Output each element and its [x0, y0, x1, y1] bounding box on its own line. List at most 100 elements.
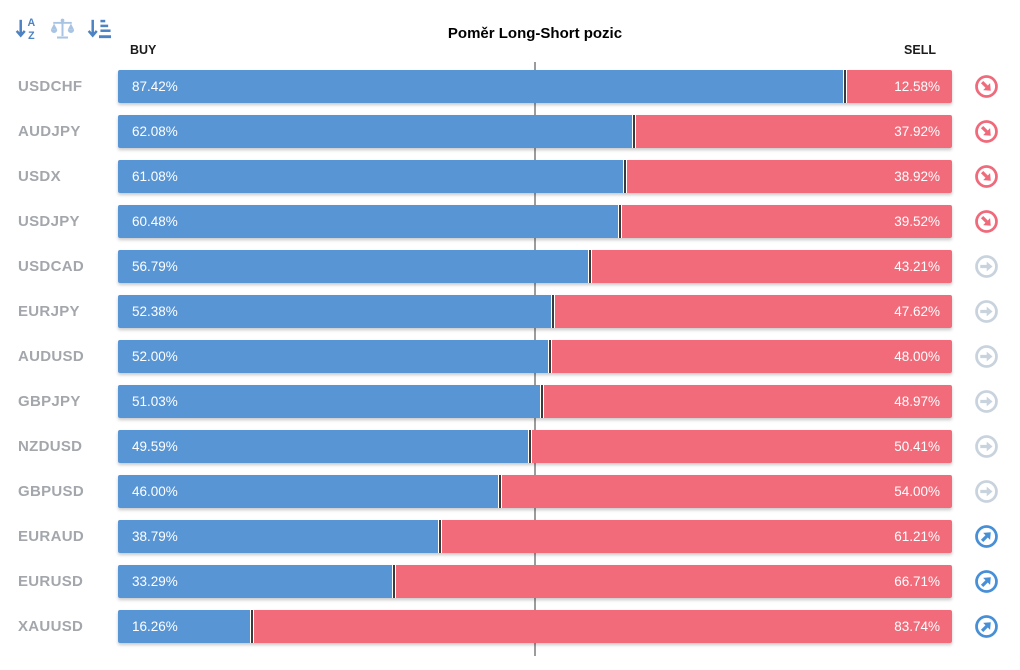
sell-bar-segment[interactable]: 61.21% [441, 520, 952, 553]
bar-divider [843, 70, 848, 103]
ratio-bar: 87.42% 12.58% [118, 70, 952, 103]
sell-value: 50.41% [894, 439, 940, 454]
trend-neutral-icon[interactable] [974, 390, 998, 413]
sell-value: 39.52% [894, 214, 940, 229]
page-title: Poměr Long-Short pozic [447, 25, 623, 42]
table-row: USDCHF 87.42% 12.58% [0, 70, 1020, 115]
trend-column [952, 610, 1020, 643]
trend-column [952, 250, 1020, 283]
sell-value: 47.62% [894, 304, 940, 319]
bar-divider [391, 565, 396, 598]
balance-sort-button[interactable] [49, 15, 76, 42]
buy-value: 87.42% [132, 79, 178, 94]
trend-down-icon[interactable] [974, 75, 998, 98]
trend-down-icon[interactable] [974, 210, 998, 233]
table-row: GBPJPY 51.03% 48.97% [0, 385, 1020, 430]
sort-toolbar: A Z [13, 15, 112, 42]
buy-value: 60.48% [132, 214, 178, 229]
buy-value: 56.79% [132, 259, 178, 274]
sell-bar-segment[interactable]: 48.00% [551, 340, 952, 373]
buy-bar-segment[interactable]: 16.26% [118, 610, 250, 643]
sell-bar-segment[interactable]: 43.21% [591, 250, 952, 283]
trend-neutral-icon[interactable] [974, 345, 998, 368]
sell-bar-segment[interactable]: 54.00% [501, 475, 952, 508]
trend-neutral-icon[interactable] [974, 480, 998, 503]
table-row: XAUUSD 16.26% 83.74% [0, 610, 1020, 655]
buy-bar-segment[interactable]: 61.08% [118, 160, 624, 193]
trend-neutral-icon[interactable] [974, 255, 998, 278]
sell-bar-segment[interactable]: 66.71% [395, 565, 952, 598]
svg-text:A: A [27, 17, 35, 29]
svg-text:Z: Z [28, 30, 35, 42]
ratio-bar: 38.79% 61.21% [118, 520, 952, 553]
buy-bar-segment[interactable]: 60.48% [118, 205, 619, 238]
ratio-bar: 61.08% 38.92% [118, 160, 952, 193]
sell-value: 38.92% [894, 169, 940, 184]
trend-column [952, 385, 1020, 418]
table-row: AUDUSD 52.00% 48.00% [0, 340, 1020, 385]
sell-bar-segment[interactable]: 39.52% [622, 205, 952, 238]
buy-bar-segment[interactable]: 51.03% [118, 385, 540, 418]
trend-neutral-icon[interactable] [974, 435, 998, 458]
table-row: NZDUSD 49.59% 50.41% [0, 430, 1020, 475]
trend-column [952, 295, 1020, 328]
buy-value: 52.00% [132, 349, 178, 364]
trend-down-icon[interactable] [974, 165, 998, 188]
buy-value: 16.26% [132, 619, 178, 634]
pair-label: NZDUSD [18, 438, 83, 455]
trend-up-icon[interactable] [974, 615, 998, 638]
buy-bar-segment[interactable]: 56.79% [118, 250, 588, 283]
trend-down-icon[interactable] [974, 120, 998, 143]
sort-alphabetical-button[interactable]: A Z [13, 15, 40, 42]
buy-bar-segment[interactable]: 49.59% [118, 430, 528, 463]
pair-label: USDCHF [18, 78, 83, 95]
sell-bar-segment[interactable]: 50.41% [531, 430, 952, 463]
buy-bar-segment[interactable]: 52.38% [118, 295, 551, 328]
buy-value: 61.08% [132, 169, 178, 184]
rows: USDCHF 87.42% 12.58% AUDJPY 62.08% [0, 70, 1020, 655]
sell-bar-segment[interactable]: 83.74% [253, 610, 952, 643]
buy-bar-segment[interactable]: 33.29% [118, 565, 392, 598]
trend-up-icon[interactable] [974, 570, 998, 593]
table-row: EURJPY 52.38% 47.62% [0, 295, 1020, 340]
ratio-bar: 60.48% 39.52% [118, 205, 952, 238]
sell-bar-segment[interactable]: 38.92% [627, 160, 952, 193]
trend-column [952, 475, 1020, 508]
sort-amount-button[interactable] [85, 15, 112, 42]
bar-divider [618, 205, 623, 238]
pair-label: EURJPY [18, 303, 80, 320]
trend-neutral-icon[interactable] [974, 300, 998, 323]
sell-value: 48.97% [894, 394, 940, 409]
pair-label: AUDJPY [18, 123, 81, 140]
buy-bar-segment[interactable]: 38.79% [118, 520, 438, 553]
ratio-bar: 56.79% 43.21% [118, 250, 952, 283]
buy-bar-segment[interactable]: 52.00% [118, 340, 548, 373]
buy-bar-segment[interactable]: 87.42% [118, 70, 844, 103]
sell-bar-segment[interactable]: 12.58% [847, 70, 952, 103]
buy-value: 52.38% [132, 304, 178, 319]
table-row: EURAUD 38.79% 61.21% [0, 520, 1020, 565]
bar-divider [437, 520, 442, 553]
sell-bar-segment[interactable]: 47.62% [554, 295, 952, 328]
sell-bar-segment[interactable]: 37.92% [635, 115, 952, 148]
trend-column [952, 70, 1020, 103]
pair-label: GBPJPY [18, 393, 81, 410]
sort-alphabetical-icon: A Z [15, 17, 35, 42]
column-headers: BUY SELL [118, 43, 952, 57]
sort-amount-icon [87, 19, 112, 39]
buy-bar-segment[interactable]: 46.00% [118, 475, 498, 508]
table-row: GBPUSD 46.00% 54.00% [0, 475, 1020, 520]
buy-bar-segment[interactable]: 62.08% [118, 115, 632, 148]
sell-value: 54.00% [894, 484, 940, 499]
ratio-bar: 52.00% 48.00% [118, 340, 952, 373]
pair-label: USDX [18, 168, 61, 185]
pair-label: XAUUSD [18, 618, 84, 635]
sell-column-header: SELL [904, 43, 936, 57]
balance-scale-icon [50, 18, 75, 39]
sell-value: 48.00% [894, 349, 940, 364]
table-row: USDJPY 60.48% 39.52% [0, 205, 1020, 250]
bar-divider [527, 430, 532, 463]
sell-bar-segment[interactable]: 48.97% [543, 385, 952, 418]
trend-up-icon[interactable] [974, 525, 998, 548]
